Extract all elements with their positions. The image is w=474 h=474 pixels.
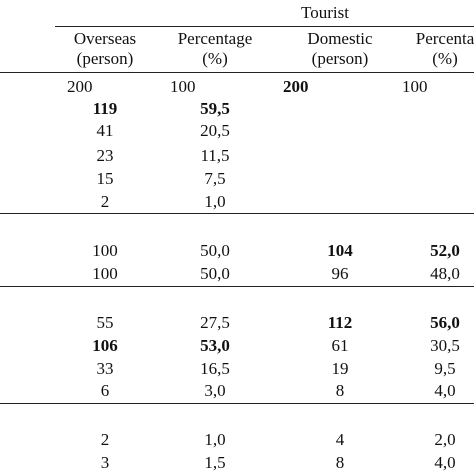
table-cell-g3-r4-domestic: 8 [335, 381, 345, 400]
table-cell-g1-r3-pct: 11,5 [200, 146, 230, 165]
table-cell-g3-r4-dpct: 4,0 [434, 381, 456, 400]
table-cell-g1-r4-overseas: 15 [96, 169, 114, 188]
table-cell-g2-r1-pct: 50,0 [200, 241, 230, 260]
total-overseas: 200 [67, 77, 93, 96]
table-cell-g3-r4-overseas: 6 [100, 381, 110, 400]
col-header-domestic-line2: (person) [311, 49, 369, 68]
table-cell-g3-r4-pct: 3,0 [204, 381, 226, 400]
table-cell-g2-r1-domestic: 104 [327, 241, 353, 260]
table-cell-g1-r5-overseas: 2 [100, 192, 110, 211]
table-cell-g4-r1-dpct: 2,0 [434, 430, 456, 449]
table-cell-g3-r2-dpct: 30,5 [430, 336, 460, 355]
table-cell-g3-r1-domestic: 112 [327, 313, 353, 332]
table-cell-g3-r3-pct: 16,5 [200, 359, 230, 378]
table-cell-g2-r1-dpct: 52,0 [430, 241, 460, 260]
table-cell-g3-r1-overseas: 55 [96, 313, 114, 332]
table-cell-g4-r1-overseas: 2 [100, 430, 110, 449]
group3-rule [0, 403, 474, 404]
header-bottom-rule [0, 72, 474, 73]
group1-rule [0, 213, 474, 214]
table-cell-g2-r2-overseas: 100 [92, 264, 118, 283]
super-header-tourist: Tourist [301, 3, 349, 22]
group2-rule [0, 286, 474, 287]
table-cell-g2-r2-dpct: 48,0 [430, 264, 460, 283]
table-cell-g1-r3-overseas: 23 [96, 146, 114, 165]
table-cell-g3-r3-overseas: 33 [96, 359, 114, 378]
total-dpercentage: 100 [402, 77, 428, 96]
table-cell-g3-r1-dpct: 56,0 [430, 313, 460, 332]
col-header-overseas-line1: Overseas [73, 29, 137, 48]
table-cell-g4-r2-pct: 1,5 [204, 453, 226, 472]
table-cell-g3-r2-pct: 53,0 [200, 336, 230, 355]
col-header-percentage-line2: (%) [202, 49, 228, 68]
table-cell-g2-r1-overseas: 100 [92, 241, 118, 260]
table-cell-g4-r2-overseas: 3 [100, 453, 110, 472]
table-cell-g1-r4-pct: 7,5 [204, 169, 226, 188]
table-cell-g2-r2-domestic: 96 [331, 264, 349, 283]
table-cell-g3-r2-domestic: 61 [331, 336, 349, 355]
col-header-dpercentage-line1: Percenta [415, 29, 474, 48]
table-cell-g3-r2-overseas: 106 [92, 336, 118, 355]
table-cell-g1-r1-overseas: 119 [92, 99, 118, 118]
total-domestic: 200 [283, 77, 309, 96]
table-cell-g1-r2-overseas: 41 [96, 121, 114, 140]
table-cell-g2-r2-pct: 50,0 [200, 264, 230, 283]
table-cell-g1-r1-pct: 59,5 [200, 99, 230, 118]
table-cell-g4-r2-domestic: 8 [335, 453, 345, 472]
table-cell-g3-r1-pct: 27,5 [200, 313, 230, 332]
table-cell-g3-r3-domestic: 19 [331, 359, 349, 378]
table-cell-g3-r3-dpct: 9,5 [434, 359, 456, 378]
col-header-overseas-line2: (person) [76, 49, 134, 68]
table-cell-g1-r2-pct: 20,5 [200, 121, 230, 140]
col-header-domestic-line1: Domestic [307, 29, 373, 48]
table-cell-g1-r5-pct: 1,0 [204, 192, 226, 211]
header-subrule [55, 26, 474, 27]
table-cell-g4-r2-dpct: 4,0 [434, 453, 456, 472]
total-percentage: 100 [170, 77, 196, 96]
table-cell-g4-r1-pct: 1,0 [204, 430, 226, 449]
table-cell-g4-r1-domestic: 4 [335, 430, 345, 449]
col-header-dpercentage-line2: (%) [432, 49, 458, 68]
col-header-percentage-line1: Percentage [177, 29, 253, 48]
